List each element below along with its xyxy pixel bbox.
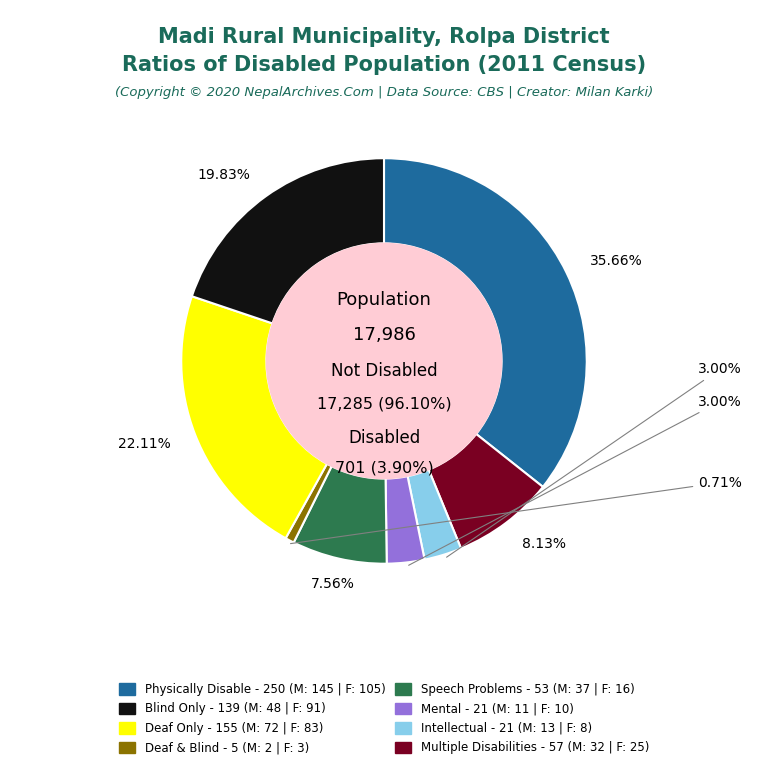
Text: 19.83%: 19.83% [197, 168, 250, 182]
Wedge shape [429, 434, 543, 548]
Wedge shape [408, 470, 461, 560]
Circle shape [266, 243, 502, 478]
Text: 7.56%: 7.56% [311, 578, 355, 591]
Text: 8.13%: 8.13% [521, 537, 566, 551]
Text: Madi Rural Municipality, Rolpa District: Madi Rural Municipality, Rolpa District [158, 27, 610, 47]
Text: 3.00%: 3.00% [409, 395, 742, 565]
Text: Ratios of Disabled Population (2011 Census): Ratios of Disabled Population (2011 Cens… [122, 55, 646, 75]
Wedge shape [181, 296, 327, 538]
Wedge shape [384, 158, 587, 487]
Wedge shape [192, 158, 384, 323]
Text: Not Disabled: Not Disabled [331, 362, 437, 380]
Text: Population: Population [336, 291, 432, 310]
Text: 3.00%: 3.00% [446, 362, 742, 558]
Text: 35.66%: 35.66% [591, 254, 643, 268]
Text: 17,285 (96.10%): 17,285 (96.10%) [316, 396, 452, 411]
Text: 17,986: 17,986 [353, 326, 415, 343]
Legend: Physically Disable - 250 (M: 145 | F: 105), Blind Only - 139 (M: 48 | F: 91), De: Physically Disable - 250 (M: 145 | F: 10… [119, 683, 649, 754]
Wedge shape [386, 476, 425, 564]
Text: 22.11%: 22.11% [118, 437, 170, 451]
Wedge shape [293, 466, 387, 564]
Text: Disabled: Disabled [348, 429, 420, 447]
Text: 0.71%: 0.71% [290, 475, 742, 544]
Text: (Copyright © 2020 NepalArchives.Com | Data Source: CBS | Creator: Milan Karki): (Copyright © 2020 NepalArchives.Com | Da… [115, 86, 653, 99]
Text: 701 (3.90%): 701 (3.90%) [335, 461, 433, 476]
Wedge shape [286, 464, 332, 542]
